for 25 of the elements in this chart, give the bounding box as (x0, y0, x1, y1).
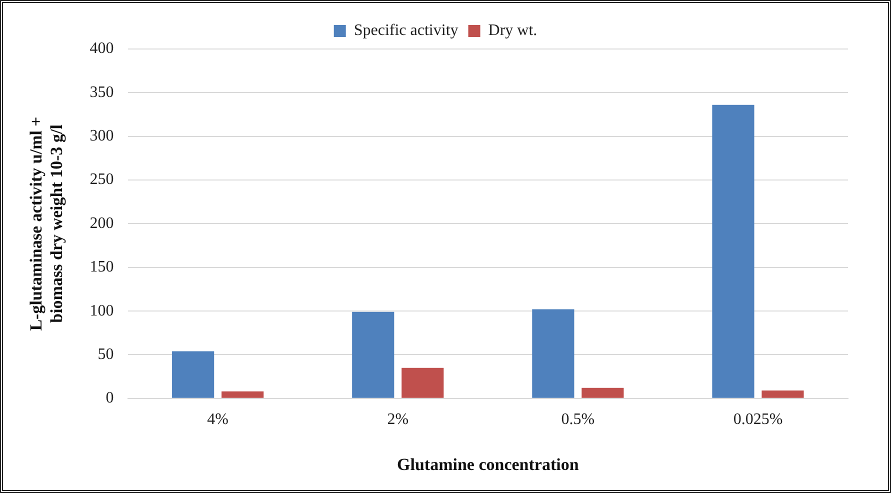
y-tick-label: 150 (90, 258, 114, 276)
bar (712, 104, 754, 398)
y-axis-title: L-glutaminase activity u/ml + biomass dry weight 10-3 g/l (26, 116, 66, 331)
legend-label: Specific activity (354, 22, 458, 40)
x-tick-label: 0.025% (733, 411, 783, 428)
y-tick-label: 400 (90, 40, 114, 58)
bar (352, 312, 394, 398)
y-tick-label: 200 (90, 214, 114, 232)
x-axis-title: Glutamine concentration (397, 455, 580, 474)
bar (532, 309, 574, 398)
legend-label: Dry wt. (488, 22, 538, 40)
y-tick-label: 350 (90, 84, 114, 101)
x-tick-label: 0.5% (561, 411, 595, 428)
x-tick-label: 2% (387, 411, 409, 428)
bar (172, 351, 214, 398)
y-tick-label: 100 (90, 302, 114, 320)
bar (222, 391, 264, 398)
bar (402, 368, 444, 398)
y-tick-label: 300 (90, 128, 114, 145)
y-tick-label: 0 (106, 390, 114, 407)
y-tick-label: 250 (90, 171, 114, 188)
y-tick-label: 50 (98, 346, 114, 363)
x-tick-label: 4% (207, 411, 228, 428)
bar (762, 390, 804, 398)
bar (582, 388, 624, 398)
